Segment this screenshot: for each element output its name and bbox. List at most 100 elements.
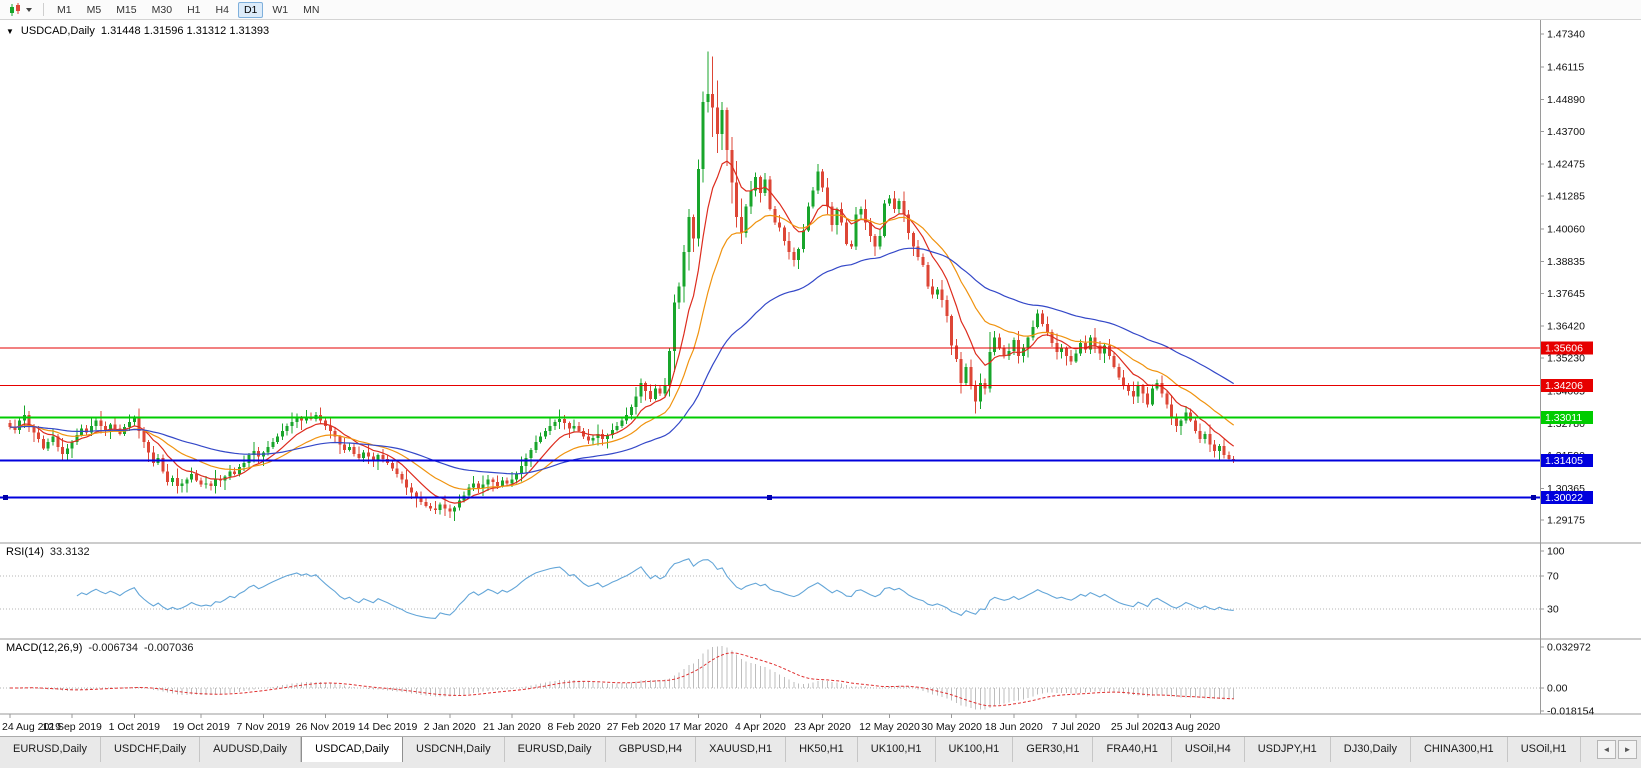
- svg-text:1.42475: 1.42475: [1547, 159, 1585, 171]
- svg-text:1.38835: 1.38835: [1547, 256, 1585, 268]
- price-label-1.33011: [1541, 410, 1593, 424]
- rsi-indicator-label: RSI(14) 33.3132: [6, 546, 90, 558]
- symbol-dropdown-icon[interactable]: ▼: [6, 26, 14, 36]
- chart-tab-eurusd-daily-5[interactable]: EURUSD,Daily: [504, 737, 606, 762]
- timeframe-button-mn[interactable]: MN: [303, 3, 320, 16]
- chart-tab-usdjpy-h1-14[interactable]: USDJPY,H1: [1244, 737, 1331, 762]
- macd-main-value: -0.006734: [88, 642, 138, 654]
- chart-ohlc-values: 1.31448 1.31596 1.31312 1.31393: [100, 25, 270, 37]
- timeframe-button-m15[interactable]: M15: [116, 3, 137, 16]
- svg-text:1.47340: 1.47340: [1547, 29, 1585, 41]
- svg-text:1.40060: 1.40060: [1547, 223, 1585, 235]
- chart-tabs: EURUSD,Daily USDCHF,Daily AUDUSD,Daily USDC…: [0, 737, 1591, 762]
- toolbar-separator: [43, 3, 44, 16]
- price-scale[interactable]: 1.47340 1.46115 1.44890 1.43700 1.42475 1.412…: [1540, 29, 1594, 718]
- svg-text:12 May 2020: 12 May 2020: [859, 721, 920, 733]
- svg-text:12 Sep 2019: 12 Sep 2019: [42, 721, 102, 733]
- svg-text:25 Jul 2020: 25 Jul 2020: [1111, 721, 1165, 733]
- svg-text:1.33011: 1.33011: [1545, 412, 1582, 424]
- svg-text:1.41285: 1.41285: [1547, 191, 1585, 203]
- timeframe-button-m5[interactable]: M5: [86, 3, 102, 16]
- svg-text:13 Aug 2020: 13 Aug 2020: [1161, 721, 1220, 733]
- svg-text:17 Mar 2020: 17 Mar 2020: [669, 721, 728, 733]
- svg-text:14 Dec 2019: 14 Dec 2019: [358, 721, 418, 733]
- timeframe-button-m1[interactable]: M1: [57, 3, 72, 16]
- chart-symbol-timeframe: USDCAD,Daily: [20, 25, 95, 37]
- trendline-handle[interactable]: [3, 494, 8, 500]
- chart-tab-usoil-h4-13[interactable]: USOil,H4: [1171, 737, 1245, 762]
- timeframe-button-m30[interactable]: M30: [151, 3, 173, 16]
- candlestick-chart-icon: [10, 2, 20, 16]
- chart-tab-dj30-daily-15[interactable]: DJ30,Daily: [1330, 737, 1411, 762]
- chart-tab-usoil-h1-17[interactable]: USOil,H1: [1507, 737, 1581, 762]
- svg-text:1.46115: 1.46115: [1547, 61, 1584, 73]
- chart-tab-fra40-h1-12[interactable]: FRA40,H1: [1093, 737, 1172, 762]
- svg-text:7 Jul 2020: 7 Jul 2020: [1052, 721, 1101, 733]
- chart-tab-xauusd-h1-7[interactable]: XAUUSD,H1: [696, 737, 787, 762]
- timeframe-button-d1[interactable]: D1: [237, 1, 264, 18]
- main-price-pane[interactable]: [0, 51, 1540, 521]
- svg-text:0.00: 0.00: [1547, 683, 1568, 695]
- svg-text:1.36420: 1.36420: [1547, 321, 1585, 333]
- top-toolbar: M1 M5 M15 M30 H1 H4 D1 W1 MN: [0, 0, 1641, 20]
- ma-medium-line[interactable]: [9, 213, 1235, 490]
- chart-tab-eurusd-daily-0[interactable]: EURUSD,Daily: [0, 737, 101, 762]
- chart-tab-usdchf-daily-1[interactable]: USDCHF,Daily: [100, 737, 201, 762]
- macd-indicator-label: MACD(12,26,9) -0.006734 -0.007036: [6, 642, 194, 654]
- ma-fast-line[interactable]: [9, 160, 1235, 504]
- svg-text:0.032972: 0.032972: [1547, 642, 1591, 654]
- chart-tab-ger30-h1-11[interactable]: GER30,H1: [1013, 737, 1094, 762]
- chart-type-button[interactable]: [4, 2, 36, 18]
- svg-text:100: 100: [1547, 546, 1565, 558]
- svg-text:30 May 2020: 30 May 2020: [921, 721, 982, 733]
- price-label-1.30022: [1541, 490, 1593, 504]
- trendline-handle[interactable]: [767, 494, 772, 500]
- price-label-1.31405: [1541, 453, 1593, 467]
- svg-text:18 Jun 2020: 18 Jun 2020: [985, 721, 1043, 733]
- ma-slow-line[interactable]: [9, 247, 1235, 475]
- rsi-value: 33.3132: [49, 546, 90, 558]
- chart-tab-usdcnh-daily-4[interactable]: USDCNH,Daily: [403, 737, 505, 762]
- svg-text:1.44890: 1.44890: [1547, 94, 1585, 106]
- chevron-down-icon: [26, 7, 32, 12]
- svg-text:1.31405: 1.31405: [1545, 455, 1583, 467]
- timeframe-button-h1[interactable]: H1: [187, 3, 201, 16]
- tab-scroll-buttons: ◄ ►: [1591, 737, 1641, 759]
- svg-text:1.35606: 1.35606: [1545, 343, 1583, 355]
- macd-name: MACD(12,26,9): [6, 642, 83, 654]
- macd-signal-value: -0.007036: [143, 642, 194, 654]
- svg-text:70: 70: [1547, 570, 1559, 582]
- macd-pane[interactable]: [0, 646, 1540, 710]
- chart-tab-audusd-daily-2[interactable]: AUDUSD,Daily: [200, 737, 302, 762]
- tab-scroll-left-icon[interactable]: ◄: [1597, 740, 1616, 759]
- timeframe-button-w1[interactable]: W1: [272, 3, 289, 16]
- svg-text:24 Aug 2019: 24 Aug 2019: [2, 721, 61, 733]
- chart-tabs-bar: EURUSD,Daily USDCHF,Daily AUDUSD,Daily USDC…: [0, 736, 1641, 768]
- chart-tab-hk50-h1-8[interactable]: HK50,H1: [786, 737, 858, 762]
- svg-text:1.34206: 1.34206: [1545, 380, 1583, 392]
- timeframe-button-h4[interactable]: H4: [215, 3, 229, 16]
- price-label-1.35606: [1541, 341, 1593, 355]
- svg-text:-0.018154: -0.018154: [1547, 706, 1594, 718]
- rsi-pane[interactable]: [0, 558, 1540, 619]
- candles-layer: [8, 51, 1236, 521]
- svg-text:1.35230: 1.35230: [1547, 353, 1585, 365]
- chart-tab-uk100-h1-10[interactable]: UK100,H1: [935, 737, 1014, 762]
- chart-tab-china300-h1-16[interactable]: CHINA300,H1: [1410, 737, 1508, 762]
- svg-text:8 Feb 2020: 8 Feb 2020: [547, 721, 600, 733]
- svg-text:1.29175: 1.29175: [1547, 515, 1585, 527]
- tab-scroll-right-icon[interactable]: ►: [1618, 740, 1637, 759]
- price-label-1.34206: [1541, 378, 1593, 392]
- chart-tab-usdcad-daily-3[interactable]: USDCAD,Daily: [301, 737, 404, 762]
- trendline-handle[interactable]: [1531, 494, 1536, 500]
- svg-text:23 Apr 2020: 23 Apr 2020: [794, 721, 851, 733]
- chart-tab-gbpusd-h4-6[interactable]: GBPUSD,H4: [605, 737, 697, 762]
- rsi-name: RSI(14): [6, 546, 44, 558]
- chart-tab-uk100-h1-9[interactable]: UK100,H1: [857, 737, 936, 762]
- svg-text:1.43700: 1.43700: [1547, 126, 1585, 138]
- svg-text:1 Oct 2019: 1 Oct 2019: [109, 721, 161, 733]
- macd-signal-line: [10, 652, 1234, 707]
- svg-text:2 Jan 2020: 2 Jan 2020: [424, 721, 476, 733]
